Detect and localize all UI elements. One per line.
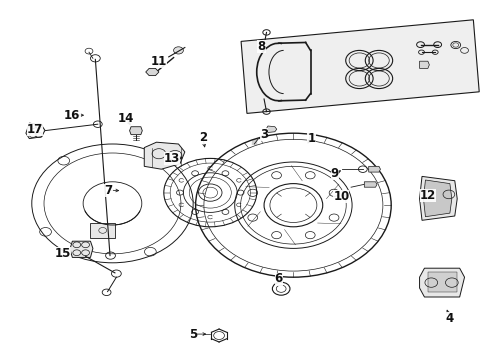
Circle shape — [173, 47, 183, 54]
Text: 4: 4 — [445, 312, 453, 325]
Polygon shape — [129, 127, 142, 135]
Text: 5: 5 — [189, 328, 197, 341]
Text: 9: 9 — [330, 167, 338, 180]
Polygon shape — [70, 241, 93, 257]
Polygon shape — [145, 68, 159, 76]
Text: 10: 10 — [332, 190, 349, 203]
Text: 1: 1 — [307, 132, 315, 145]
Polygon shape — [419, 61, 428, 68]
Polygon shape — [423, 180, 451, 217]
Polygon shape — [368, 166, 380, 172]
Polygon shape — [419, 176, 456, 220]
Text: 7: 7 — [104, 184, 112, 197]
Text: 3: 3 — [260, 128, 267, 141]
Text: 14: 14 — [118, 112, 134, 125]
Polygon shape — [419, 268, 464, 297]
Text: 8: 8 — [257, 40, 265, 53]
Polygon shape — [90, 223, 115, 238]
Text: 15: 15 — [54, 247, 71, 260]
Text: 6: 6 — [274, 273, 282, 285]
Text: 12: 12 — [419, 189, 435, 202]
Polygon shape — [241, 20, 478, 113]
Polygon shape — [364, 182, 376, 187]
Polygon shape — [144, 142, 184, 169]
Text: 17: 17 — [27, 123, 43, 136]
Text: 16: 16 — [64, 109, 81, 122]
Polygon shape — [427, 272, 456, 292]
Text: 13: 13 — [163, 152, 180, 165]
Polygon shape — [26, 123, 45, 139]
Polygon shape — [265, 126, 276, 132]
Text: 2: 2 — [199, 131, 206, 144]
Text: 11: 11 — [150, 55, 167, 68]
